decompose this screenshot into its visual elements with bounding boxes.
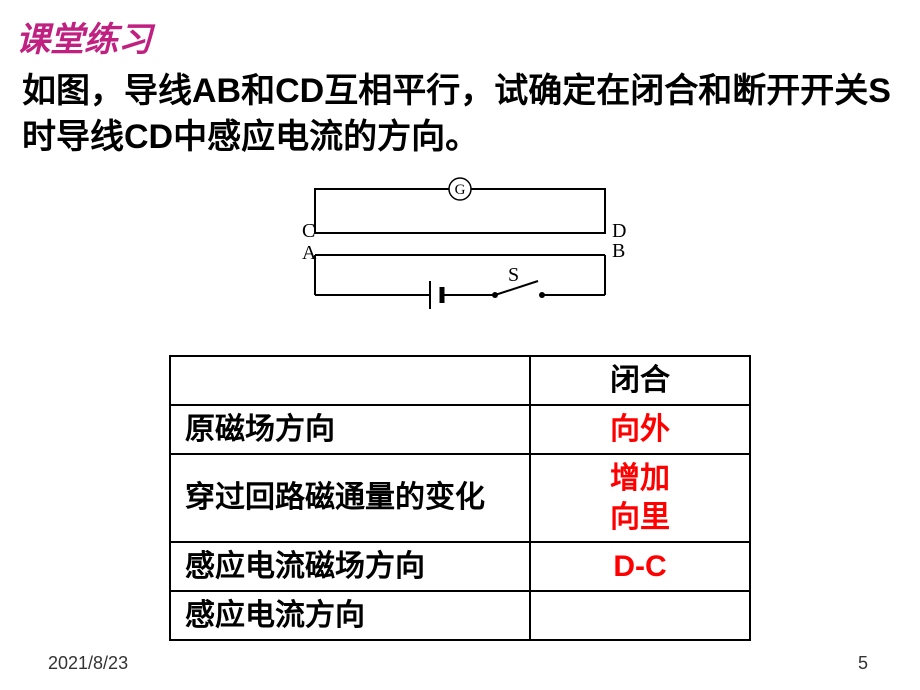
row-value — [530, 591, 750, 640]
footer-date: 2021/8/23 — [48, 653, 128, 674]
answer-table: 闭合 原磁场方向 向外 穿过回路磁通量的变化 增加向里 感应电流磁场方向 D-C… — [169, 355, 751, 641]
node-c-label: C — [302, 220, 315, 242]
node-d-label: D — [612, 220, 626, 242]
row-value: 增加向里 — [530, 454, 750, 542]
switch-label: S — [508, 264, 519, 286]
header-closed: 闭合 — [530, 356, 750, 405]
node-b-label: B — [612, 240, 625, 262]
page-title: 课堂练习 — [16, 12, 904, 61]
row-label: 原磁场方向 — [170, 405, 530, 454]
table-row: 闭合 — [170, 356, 750, 405]
row-value: 向外 — [530, 405, 750, 454]
footer-page: 5 — [858, 653, 868, 674]
row-label: 穿过回路磁通量的变化 — [170, 454, 530, 542]
header-empty — [170, 356, 530, 405]
question-text: 如图，导线AB和CD互相平行，试确定在闭合和断开开关S时导线CD中感应电流的方向… — [0, 65, 920, 173]
row-label: 感应电流磁场方向 — [170, 542, 530, 591]
row-label: 感应电流方向 — [170, 591, 530, 640]
node-a-label: A — [302, 242, 317, 264]
table-row: 感应电流磁场方向 D-C — [170, 542, 750, 591]
row-value: D-C — [530, 542, 750, 591]
table-row: 感应电流方向 — [170, 591, 750, 640]
table-row: 穿过回路磁通量的变化 增加向里 — [170, 454, 750, 542]
table-row: 原磁场方向 向外 — [170, 405, 750, 454]
circuit-diagram: G C D A B S — [0, 177, 920, 337]
galvanometer-label: G — [455, 182, 466, 198]
